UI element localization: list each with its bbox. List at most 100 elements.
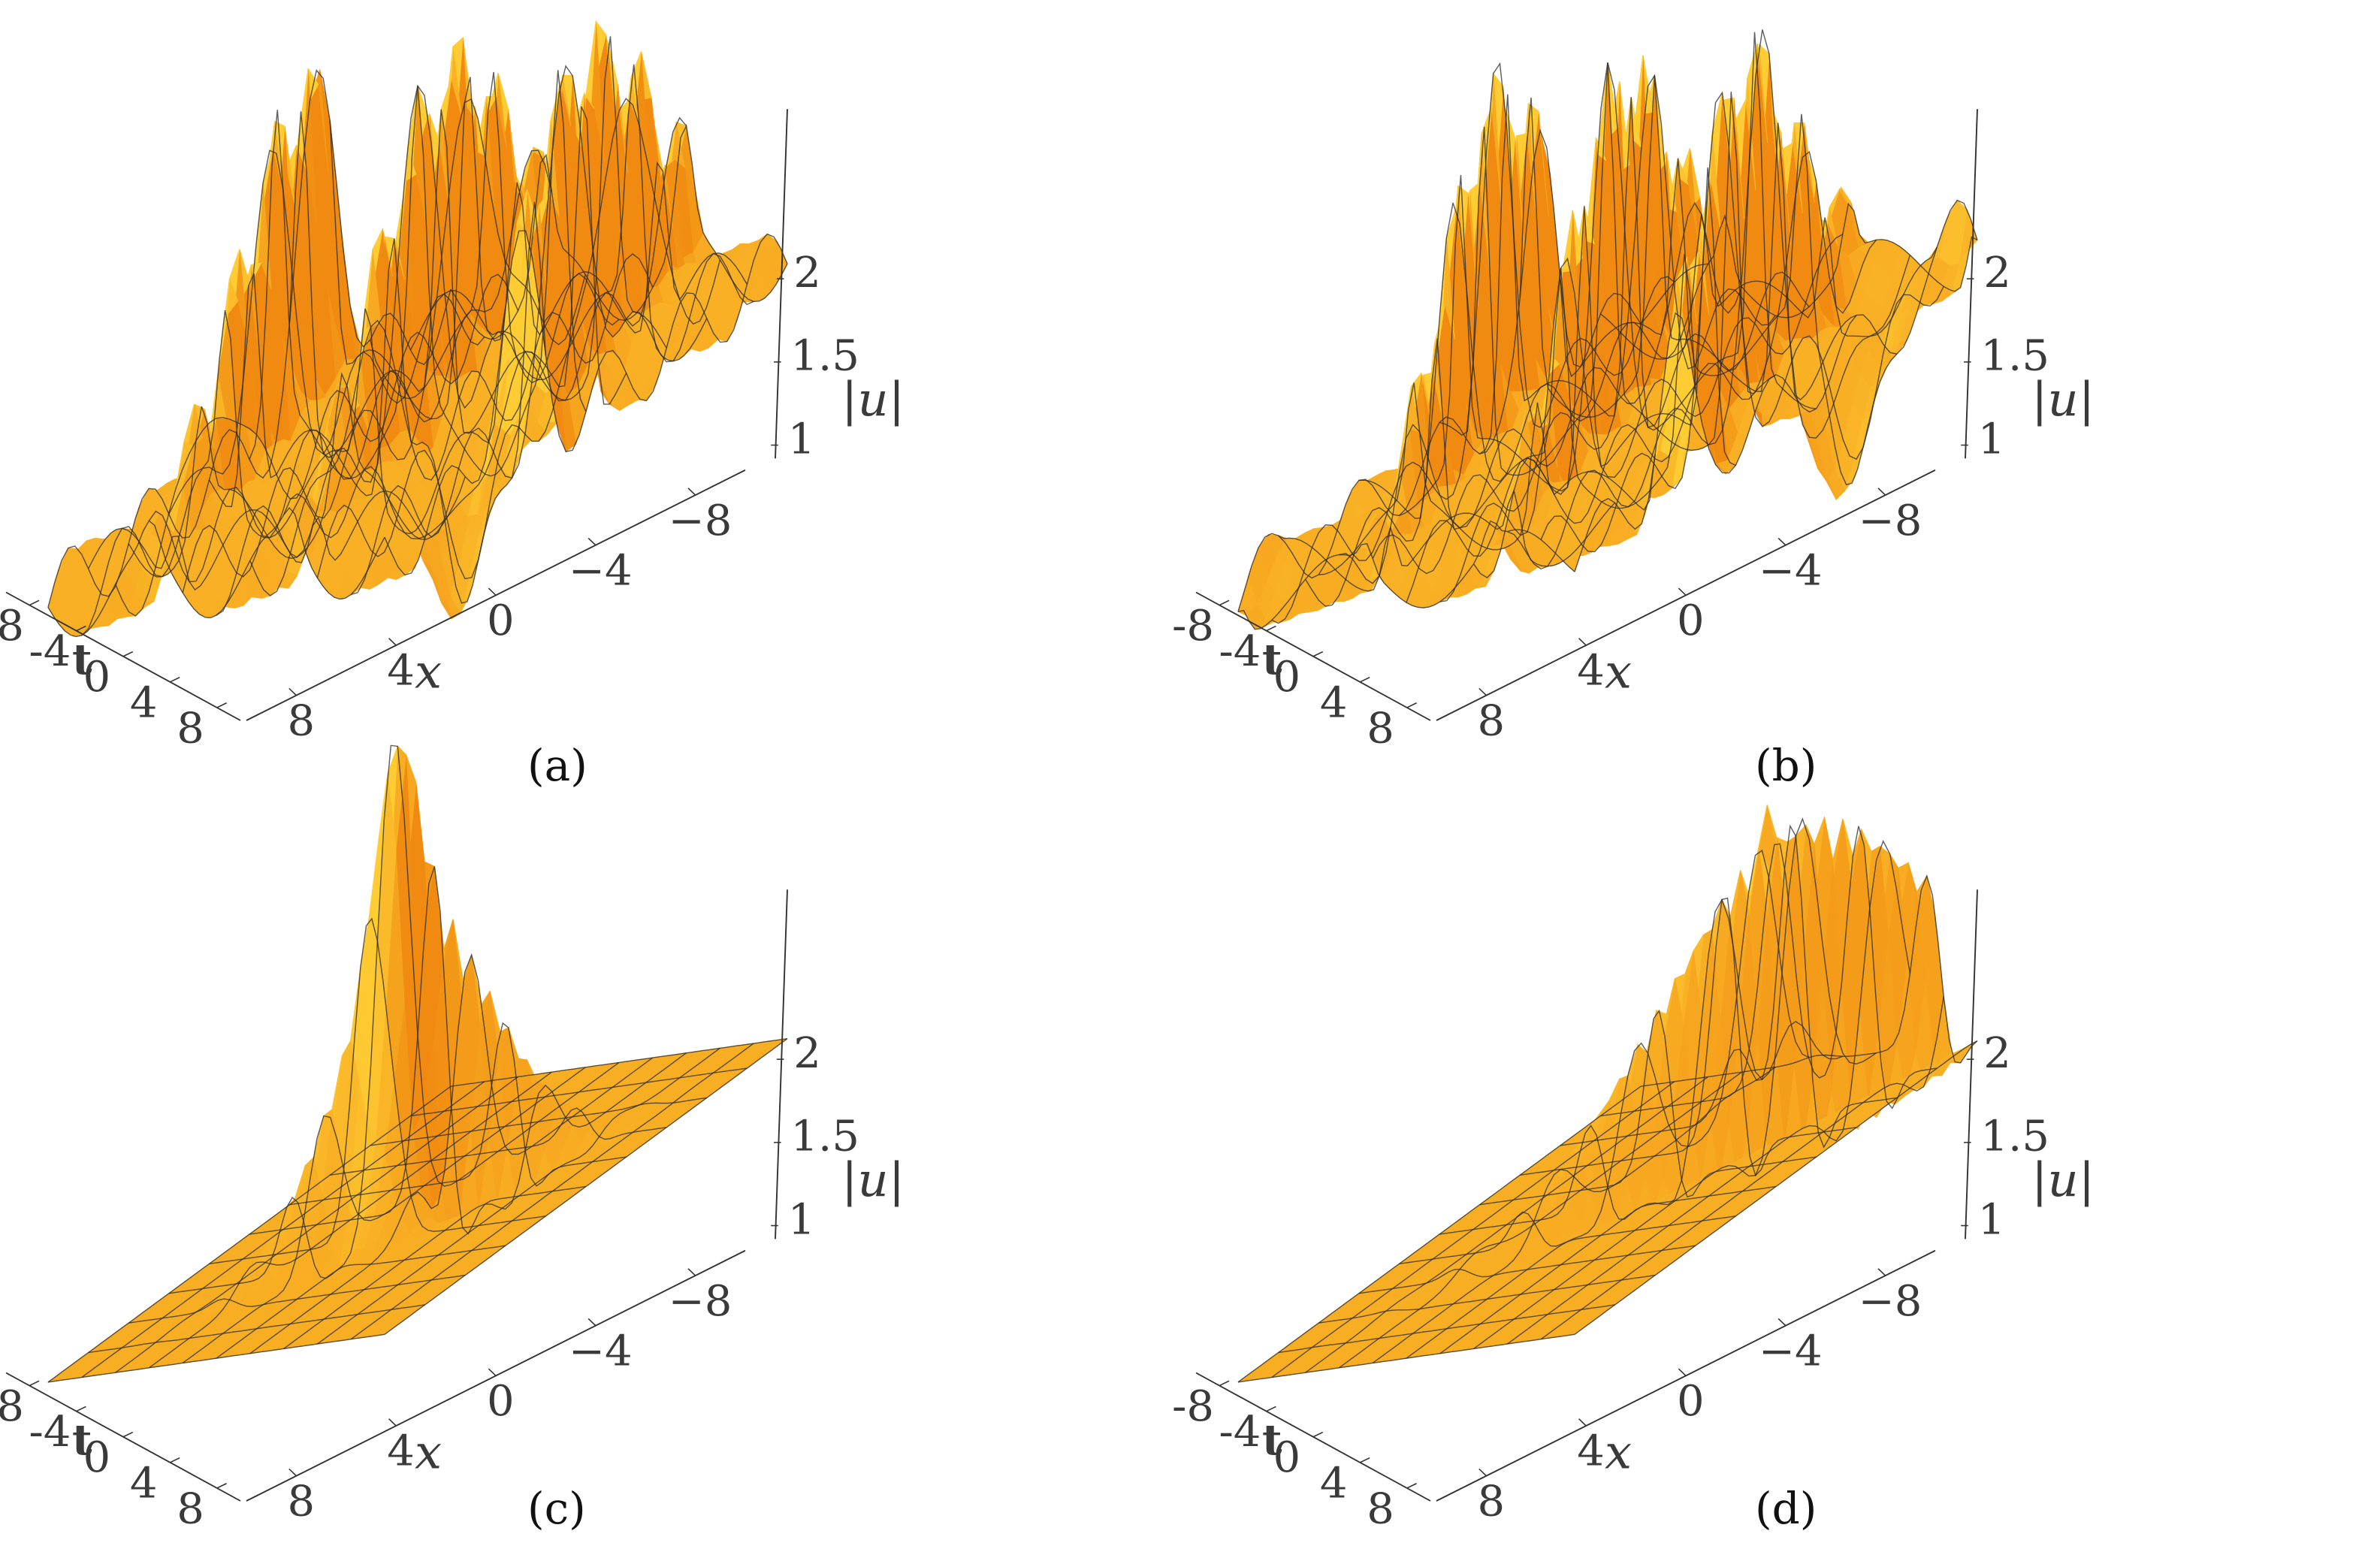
t-tick-label: -4 — [1219, 627, 1261, 676]
x-tick-label: −4 — [569, 1327, 633, 1375]
x-axis-label: x — [415, 645, 442, 699]
t-tick-label: 8 — [177, 704, 204, 753]
t-tick-mark — [1360, 676, 1370, 683]
z-axis-line — [1965, 109, 1978, 459]
mesh-line-t — [1439, 234, 1844, 602]
mesh-lines — [47, 36, 788, 638]
x-tick-mark — [388, 1418, 397, 1427]
x-tick-label: −4 — [569, 546, 633, 595]
mesh-line-t — [1473, 150, 1877, 578]
t-tick-label: -8 — [0, 1382, 24, 1431]
z-axis-label: |u| — [841, 373, 905, 427]
mesh-line-t — [1406, 62, 1810, 603]
caption-c: (c) — [527, 1483, 586, 1534]
mesh-line-t — [384, 230, 788, 576]
z-tick-label: 1 — [788, 415, 816, 463]
x-tick-mark — [1678, 587, 1687, 596]
mesh-line-t — [316, 98, 721, 580]
mesh-line-t — [47, 69, 452, 608]
x-tick-label: 0 — [487, 596, 515, 645]
t-tick-mark — [29, 1380, 40, 1387]
x-tick-mark — [1478, 687, 1487, 696]
mesh-line-x — [88, 1304, 425, 1354]
mesh-line-t — [350, 65, 754, 596]
x-axis-label: x — [1605, 645, 1632, 699]
x-tick-mark — [587, 1318, 597, 1327]
x-tick-mark — [288, 687, 297, 696]
mesh-line-x — [168, 1196, 506, 1294]
t-tick-label: -8 — [1172, 602, 1214, 651]
t-tick-mark — [29, 599, 40, 606]
mesh-line-x — [168, 308, 506, 539]
x-tick-label: 0 — [487, 1377, 515, 1426]
z-axis-line — [775, 889, 788, 1239]
mesh-line-x — [47, 506, 385, 638]
mesh-lines — [47, 744, 788, 1383]
x-tick-label: 4 — [387, 1427, 415, 1476]
x-tick-mark — [587, 537, 597, 546]
t-tick-mark — [1219, 599, 1230, 606]
x-tick-mark — [1777, 537, 1787, 546]
mesh-line-t — [249, 953, 654, 1354]
x-axis-label: x — [415, 1426, 442, 1480]
t-tick-mark — [1312, 651, 1324, 657]
t-tick-label: 0 — [1273, 653, 1300, 702]
mesh-line-x — [1399, 168, 1736, 516]
x-tick-mark — [488, 587, 497, 596]
x-tick-label: 4 — [387, 647, 415, 696]
x-tick-label: −4 — [1759, 546, 1823, 595]
mesh-line-t — [1507, 29, 1911, 570]
panel-b: -8 -4 0 4 8 t −8 −4 0 4 8 x 1 1.5 2 |u| (b) — [1172, 0, 2380, 791]
t-tick-mark — [1266, 625, 1276, 632]
x-tick-mark — [488, 1368, 497, 1376]
z-tick-label: 1.5 — [790, 1113, 859, 1161]
z-tick-label: 1 — [1978, 415, 2006, 463]
x-tick-label: 8 — [287, 1477, 315, 1526]
z-tick-label: 1 — [788, 1195, 816, 1244]
x-tick-label: 0 — [1677, 596, 1705, 645]
mesh-line-x — [208, 201, 547, 604]
mesh-line-x — [209, 917, 546, 1265]
mesh-line-t — [1540, 91, 1944, 553]
mesh-line-t — [1574, 199, 1978, 572]
t-tick-mark — [1406, 702, 1417, 708]
x-tick-label: 8 — [287, 696, 315, 745]
t-tick-mark — [170, 1457, 180, 1463]
x-tick-label: 4 — [1577, 647, 1605, 696]
mesh-line-t — [216, 744, 620, 1359]
caption-a: (a) — [527, 740, 587, 791]
t-tick-mark — [170, 676, 180, 683]
mesh-line-x — [87, 490, 426, 591]
x-tick-mark — [1877, 488, 1886, 496]
z-tick-label: 2 — [793, 1029, 821, 1078]
x-tick-mark — [1578, 638, 1587, 646]
t-tick-mark — [122, 1431, 134, 1438]
x-tick-mark — [288, 1468, 297, 1477]
x-tick-label: −8 — [669, 1277, 732, 1326]
t-tick-mark — [216, 702, 227, 708]
z-tick-label: 2 — [1983, 249, 2011, 297]
t-axis-label: t — [72, 1416, 92, 1465]
t-tick-mark — [216, 1483, 227, 1489]
mesh-lines — [1237, 29, 1978, 630]
mesh-line-t — [282, 116, 687, 540]
t-tick-label: 4 — [1320, 678, 1348, 727]
t-tick-label: -4 — [29, 1408, 71, 1457]
z-axis-label: |u| — [841, 1153, 905, 1207]
t-axis-label: t — [1262, 636, 1282, 684]
mesh-line-x — [47, 1333, 385, 1383]
z-axis-line — [775, 109, 788, 459]
mesh-line-t — [283, 1052, 687, 1349]
x-tick-mark — [388, 638, 397, 646]
t-tick-label: 4 — [130, 678, 158, 727]
surface-mesh — [47, 745, 788, 1383]
t-axis-label: t — [72, 636, 92, 684]
t-tick-label: 8 — [1367, 704, 1394, 753]
x-tick-label: 8 — [1477, 696, 1505, 745]
